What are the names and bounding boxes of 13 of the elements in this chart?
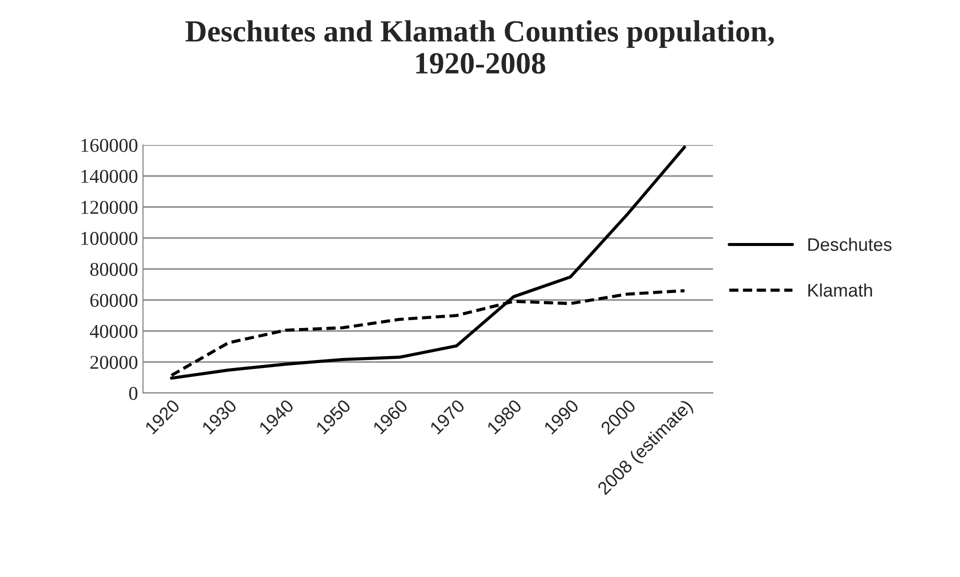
y-tick-label: 120000 (82, 200, 138, 214)
y-tick-label: 140000 (82, 170, 138, 183)
line-series (170, 146, 686, 380)
y-tick-label: 100000 (82, 232, 138, 245)
chart-title: Deschutes and Klamath Counties population, 1920-2008 (186, 20, 774, 74)
y-tick-label: 40000 (90, 324, 138, 338)
y-tick-label: 60000 (90, 294, 138, 307)
y-tick-label: 20000 (90, 356, 138, 369)
y-tick-label: 160000 (82, 138, 138, 152)
y-tick-label: 0 (129, 386, 138, 400)
legend-label: Klamath (808, 283, 872, 297)
legend-label: Deschutes (808, 238, 892, 251)
y-tick-label: 80000 (90, 262, 138, 276)
